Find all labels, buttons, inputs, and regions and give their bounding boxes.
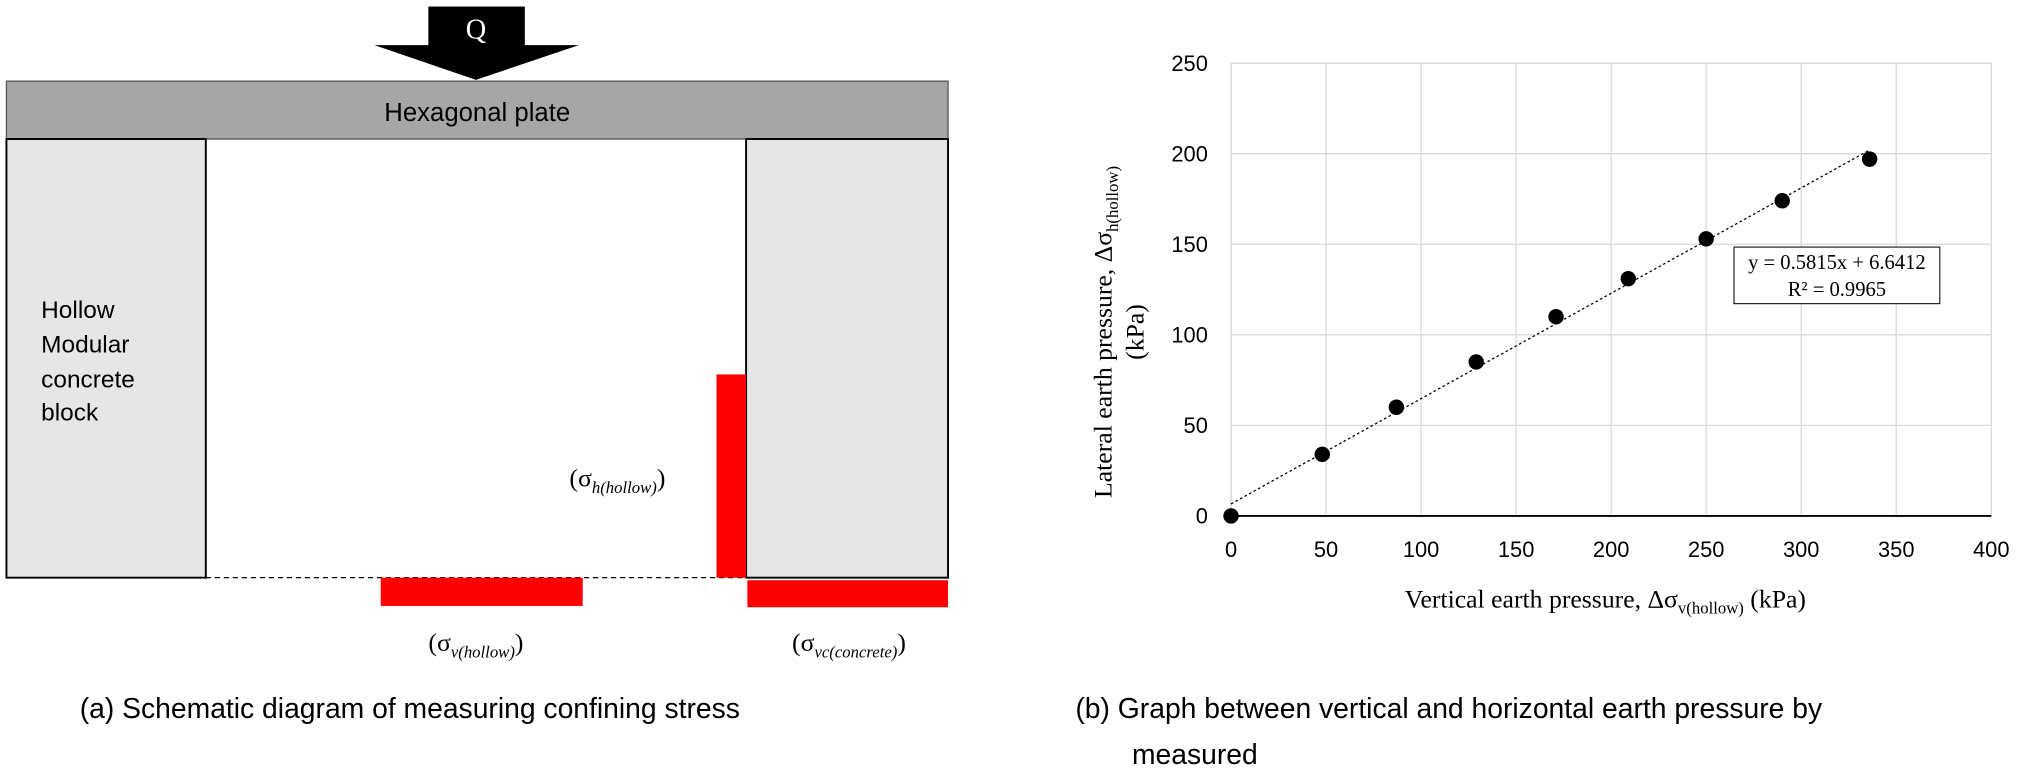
- load-label: Q: [466, 15, 486, 46]
- y-tick-label: 0: [1196, 504, 1208, 529]
- y-tick-label: 50: [1184, 413, 1208, 438]
- label-part: (σ: [569, 463, 592, 492]
- plate: [5, 80, 949, 140]
- label-sub: vc(concrete): [814, 642, 897, 661]
- label-part: (σ: [428, 628, 451, 657]
- caption-b: (b) Graph between vertical and horizonta…: [1075, 692, 1823, 724]
- label-part: Vertical earth pressure, Δσ: [1405, 584, 1678, 613]
- point: [1314, 446, 1330, 463]
- stress-v-label: (σv(hollow)): [428, 628, 523, 661]
- plate-label: Hexagonal plate: [384, 99, 570, 127]
- x-tick-label: 50: [1314, 537, 1338, 562]
- point: [1698, 231, 1714, 247]
- y-tick-label: 250: [1171, 51, 1207, 76]
- load-arrow-shaft: [428, 6, 525, 47]
- y-axis-label: Lateral earth pressure, Δσh(hollow): [1088, 166, 1121, 498]
- label-part: ): [897, 628, 906, 657]
- x-tick-label: 350: [1878, 537, 1914, 562]
- caption-a: (a) Schematic diagram of measuring confi…: [80, 692, 740, 724]
- y-tick-label: 150: [1171, 232, 1207, 257]
- point: [1861, 151, 1878, 167]
- block-label: Modular: [41, 332, 129, 359]
- block-label: block: [41, 400, 99, 427]
- stress-h-bar: [716, 374, 747, 578]
- r-squared: R² = 0.9965: [1788, 279, 1886, 301]
- label-sub: h(hollow): [1103, 166, 1122, 232]
- x-axis-label: Vertical earth pressure, Δσv(hollow) (kP…: [1405, 584, 1806, 617]
- x-tick-label: 100: [1403, 537, 1439, 562]
- label-part: (σ: [792, 628, 815, 657]
- y-axis-unit: (kPa): [1121, 304, 1150, 360]
- x-tick-label: 200: [1593, 537, 1629, 562]
- label-part: (kPa): [1744, 584, 1806, 613]
- stress-v-bar: [380, 577, 583, 606]
- x-tick-label: 250: [1688, 537, 1724, 562]
- equation: y = 0.5815x + 6.6412: [1748, 252, 1926, 274]
- label-sub: v(hollow): [451, 642, 516, 661]
- caption-b: measured: [1132, 738, 1258, 770]
- block-left: [5, 138, 207, 579]
- x-tick-label: 300: [1783, 537, 1819, 562]
- label-part: Lateral earth pressure, Δσ: [1088, 232, 1117, 498]
- x-tick-label: 150: [1498, 537, 1534, 562]
- point: [1620, 270, 1636, 287]
- label-part: ): [515, 628, 524, 657]
- x-tick-label: 0: [1225, 537, 1237, 562]
- label-sub: v(hollow): [1678, 599, 1744, 618]
- point: [1223, 508, 1239, 524]
- stress-h-label: (σh(hollow)): [569, 463, 665, 496]
- equation-box: [1733, 246, 1941, 305]
- y-tick-label: 200: [1171, 141, 1207, 166]
- block-right: [745, 138, 950, 579]
- point: [1468, 354, 1484, 370]
- point: [1774, 193, 1790, 209]
- label-part: ): [657, 463, 666, 492]
- load-arrow-head: [374, 45, 579, 80]
- point: [1548, 308, 1564, 325]
- y-tick-label: 100: [1171, 323, 1207, 348]
- stress-vc-label: (σvc(concrete)): [792, 628, 906, 661]
- trendline: [1230, 149, 1870, 505]
- block-label: concrete: [41, 366, 135, 393]
- x-tick-label: 400: [1973, 537, 2009, 562]
- block-label: Hollow: [41, 297, 115, 324]
- label-sub: h(hollow): [592, 478, 657, 497]
- stress-vc-bar: [747, 580, 949, 608]
- point: [1388, 399, 1405, 415]
